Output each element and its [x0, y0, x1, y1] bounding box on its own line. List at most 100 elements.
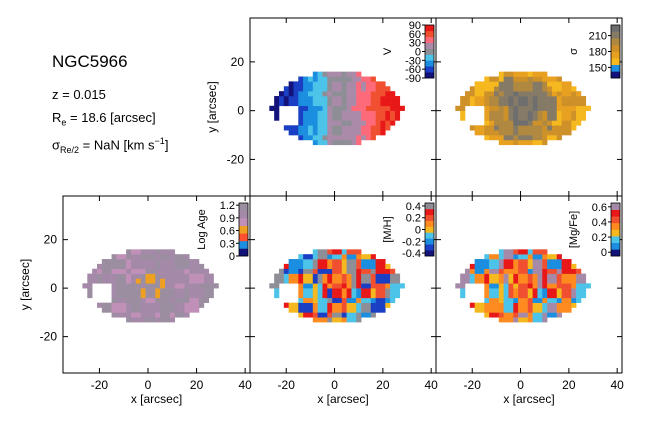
- map-pixel: [498, 292, 504, 299]
- map-pixel: [542, 71, 548, 77]
- map-pixel: [537, 259, 543, 265]
- map-pixel: [346, 125, 352, 131]
- map-pixel: [370, 100, 376, 107]
- map-pixel: [361, 254, 367, 260]
- map-pixel: [542, 125, 548, 131]
- map-pixel: [194, 259, 200, 265]
- map-pixel: [174, 292, 180, 299]
- map-pixel: [312, 317, 318, 323]
- map-pixel: [576, 283, 582, 289]
- map-pixel: [390, 278, 396, 284]
- map-pixel: [365, 76, 372, 82]
- map-pixel: [332, 81, 338, 87]
- map-pixel: [484, 125, 490, 131]
- map-pixel: [356, 139, 362, 146]
- map-pixel: [179, 307, 185, 313]
- map-pixel: [274, 283, 280, 289]
- map-pixel: [493, 273, 500, 279]
- map-pixel: [522, 76, 529, 82]
- map-pixel: [293, 96, 299, 102]
- map-pixel: [303, 100, 309, 107]
- map-pixel: [365, 125, 372, 131]
- map-pixel: [508, 96, 514, 102]
- map-pixel: [522, 288, 529, 294]
- map-pixel: [498, 110, 504, 116]
- map-pixel: [351, 302, 357, 308]
- map-pixel: [356, 125, 362, 131]
- map-pixel: [121, 288, 127, 294]
- colorbar-segment: [425, 30, 434, 38]
- map-pixel: [184, 292, 190, 299]
- map-pixel: [361, 81, 367, 87]
- colorbar-segment: [239, 203, 248, 211]
- map-pixel: [508, 115, 514, 121]
- map-pixel: [390, 115, 396, 121]
- map-pixel: [145, 254, 151, 260]
- map-pixel: [508, 120, 514, 126]
- map-pixel: [556, 297, 562, 303]
- map-pixel: [385, 273, 391, 279]
- map-pixel: [106, 302, 112, 308]
- map-pixel: [356, 130, 362, 136]
- map-pixel: [336, 120, 343, 126]
- map-pixel: [493, 86, 500, 92]
- map-pixel: [460, 273, 466, 279]
- colorbar-segment: [425, 72, 434, 79]
- map-pixel: [283, 268, 289, 274]
- map-pixel: [527, 307, 533, 313]
- map-pixel: [547, 278, 553, 284]
- map-pixel: [571, 96, 577, 102]
- map-pixel: [111, 288, 117, 294]
- map-pixel: [121, 259, 127, 265]
- map-pixel: [121, 273, 127, 279]
- map-pixel: [169, 307, 176, 313]
- map-pixel: [317, 71, 323, 77]
- map-pixel: [169, 302, 176, 308]
- map-pixel: [145, 292, 151, 299]
- map-pixel: [385, 297, 391, 303]
- map-pixel: [561, 105, 567, 111]
- map-pixel: [380, 268, 386, 274]
- map-pixel: [327, 91, 333, 97]
- map-pixel: [121, 268, 127, 274]
- map-pixel: [513, 288, 519, 294]
- map-pixel: [484, 268, 490, 274]
- map-pixel: [126, 249, 132, 255]
- map-pixel: [312, 273, 318, 279]
- map-pixel: [351, 317, 357, 323]
- map-pixel: [155, 283, 161, 289]
- map-pixel: [527, 100, 533, 107]
- map-pixel: [199, 278, 205, 284]
- map-pixel: [351, 307, 357, 313]
- map-pixel: [385, 86, 391, 92]
- map-pixel: [332, 307, 338, 313]
- map-pixel: [503, 139, 509, 146]
- map-pixel: [566, 81, 572, 87]
- map-pixel: [303, 278, 309, 284]
- map-pixel: [322, 302, 328, 308]
- map-pixel: [82, 283, 88, 289]
- map-pixel: [140, 292, 146, 299]
- map-pixel: [131, 297, 137, 303]
- map-pixel: [92, 268, 98, 274]
- map-pixel: [522, 254, 529, 260]
- map-pixel: [332, 100, 338, 107]
- map-pixel: [566, 115, 572, 121]
- map-pixel: [513, 139, 519, 146]
- map-pixel: [394, 110, 401, 116]
- map-pixel: [336, 312, 343, 318]
- map-pixel: [571, 263, 577, 270]
- map-pixel: [361, 302, 367, 308]
- map-pixel: [92, 278, 98, 284]
- x-tick-label: -20: [91, 378, 109, 392]
- map-pixel: [327, 307, 333, 313]
- map-pixel: [307, 278, 314, 284]
- map-pixel: [513, 86, 519, 92]
- map-pixel: [169, 278, 176, 284]
- map-pixel: [484, 115, 490, 121]
- map-pixel: [370, 91, 376, 97]
- map-pixel: [184, 254, 190, 260]
- map-pixel: [312, 105, 318, 111]
- map-pixel: [341, 302, 347, 308]
- map-pixel: [361, 268, 367, 274]
